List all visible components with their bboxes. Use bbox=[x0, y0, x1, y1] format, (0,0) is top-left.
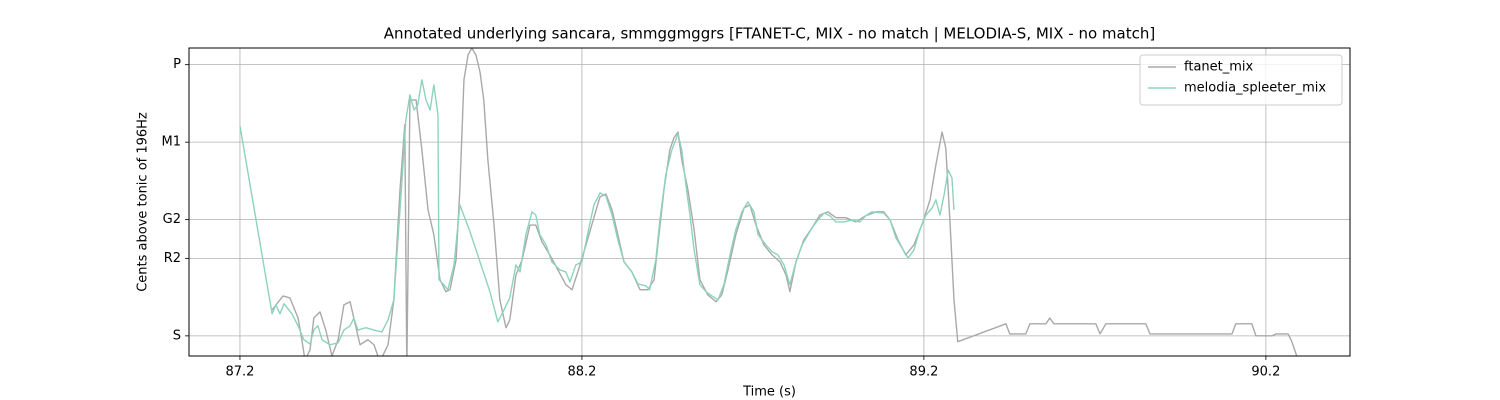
x-axis-label: Time (s) bbox=[742, 385, 796, 400]
y-tick-label: R2 bbox=[164, 251, 181, 266]
y-tick-label: P bbox=[173, 57, 181, 72]
legend-label: ftanet_mix bbox=[1184, 60, 1254, 75]
chart-title: Annotated underlying sancara, smmggmggrs… bbox=[384, 25, 1155, 43]
y-tick-label: S bbox=[173, 328, 181, 343]
legend: ftanet_mix melodia_spleeter_mix bbox=[1139, 54, 1343, 106]
axes-frame bbox=[188, 47, 1351, 357]
y-tick-label: M1 bbox=[162, 135, 182, 150]
y-axis-label: Cents above tonic of 196Hz bbox=[136, 112, 151, 292]
x-tick-label: 89.2 bbox=[909, 365, 938, 380]
legend-label: melodia_spleeter_mix bbox=[1184, 81, 1326, 96]
series-line bbox=[239, 79, 955, 346]
plot-area bbox=[239, 48, 1298, 356]
x-tick-label: 87.2 bbox=[225, 365, 254, 380]
legend-box bbox=[1139, 54, 1343, 106]
x-tick-label: 90.2 bbox=[1251, 365, 1280, 380]
y-tick-label: G2 bbox=[163, 212, 181, 227]
x-tick-label: 88.2 bbox=[567, 365, 596, 380]
